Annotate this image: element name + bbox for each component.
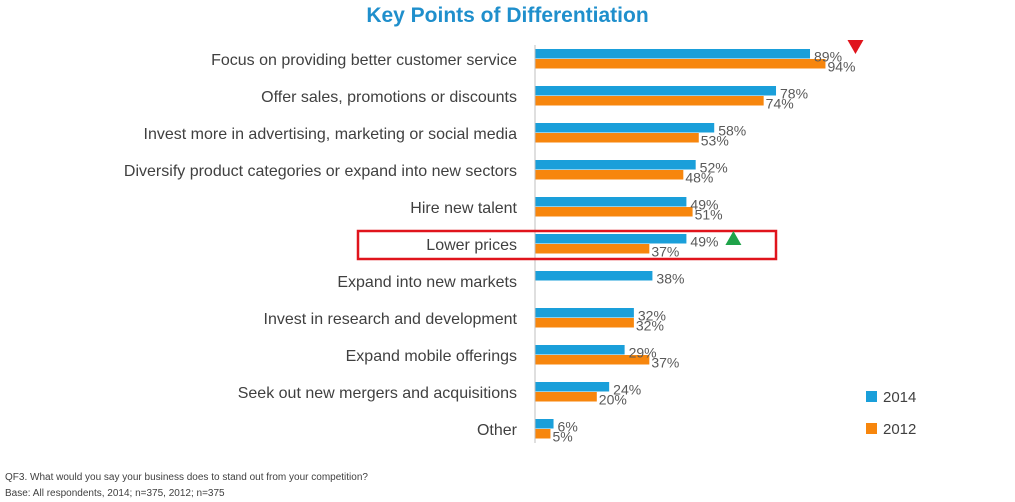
bar-2012 [535,392,597,402]
value-label-2014: 52% [700,160,728,176]
category-label: Seek out new mergers and acquisitions [238,385,517,402]
bar-2014 [535,308,634,318]
value-label-2014: 49% [690,234,718,250]
value-label-2012: 94% [827,59,855,75]
category-label: Diversify product categories or expand i… [124,163,517,180]
annotation-markers [356,40,864,261]
highlight-box [356,229,778,261]
bar-2014 [535,49,811,59]
value-label-2014: 38% [656,271,684,287]
value-label-2012: 51% [695,207,723,223]
value-label-2012: 53% [701,133,729,149]
bar-2014 [535,345,625,355]
value-label-2012: 48% [685,170,713,186]
category-label: Hire new talent [410,200,517,217]
value-label-2014: 49% [690,197,718,213]
value-label-2012: 74% [766,96,794,112]
bar-2012 [535,318,634,328]
category-label: Expand mobile offerings [346,348,517,365]
category-label: Expand into new markets [337,274,517,291]
footnote-base: Base: All respondents, 2014; n=375, 2012… [5,488,225,499]
bar-2014 [535,419,554,429]
up-arrow-icon [725,231,742,245]
value-label-2014: 32% [638,308,666,324]
legend-label-2012: 2012 [883,421,916,438]
bar-2012 [535,244,650,254]
legend-label-2014: 2014 [883,389,916,406]
chart-title: Key Points of Differentiation [366,4,649,27]
footnote-question: QF3. What would you say your business do… [5,472,368,483]
bar-2012 [535,133,699,143]
bar-2014 [535,271,653,281]
value-label-2014: 89% [814,49,842,65]
bar-2012 [535,59,826,69]
bar-2012 [535,170,684,180]
category-label: Lower prices [426,237,517,254]
value-label-2012: 32% [636,318,664,334]
bar-2012 [535,96,764,106]
down-arrow-icon [847,40,864,54]
value-label-2014: 24% [613,382,641,398]
bar-2012 [535,429,551,439]
category-label: Focus on providing better customer servi… [211,52,517,69]
value-label-2014: 6% [558,419,578,435]
legend: 2014 2012 [866,389,916,438]
bars [534,45,826,443]
value-label-2012: 5% [552,429,572,445]
category-label: Invest in research and development [264,311,518,328]
value-label-2012: 37% [651,355,679,371]
legend-swatch-2012 [866,423,877,434]
value-label-2014: 29% [629,345,657,361]
category-label: Invest more in advertising, marketing or… [144,126,518,143]
bar-2012 [535,355,650,365]
legend-swatch-2014 [866,391,877,402]
bar-2014 [535,197,687,207]
bar-2012 [535,207,693,217]
value-label-2014: 78% [780,86,808,102]
bar-2014 [535,382,610,392]
bar-2014 [535,123,715,133]
category-labels: Focus on providing better customer servi… [124,52,518,439]
value-label-2012: 20% [599,392,627,408]
category-label: Other [477,422,518,439]
bar-2014 [535,234,687,244]
value-label-2012: 37% [651,244,679,260]
bar-chart: Focus on providing better customer servi… [124,40,916,445]
value-label-2014: 58% [718,123,746,139]
bar-2014 [535,160,696,170]
value-labels: 89%94%78%74%58%53%52%48%49%51%49%37%38%3… [552,49,855,445]
bar-2014 [535,86,777,96]
category-label: Offer sales, promotions or discounts [261,89,517,106]
